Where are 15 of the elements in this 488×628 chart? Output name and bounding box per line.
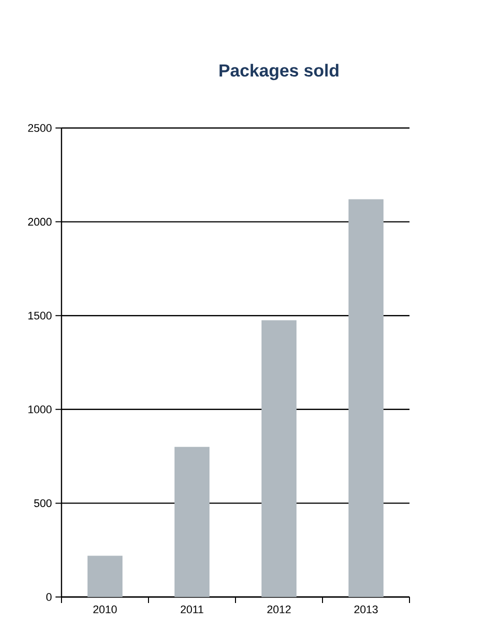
y-tick-label: 0	[46, 593, 52, 601]
bar	[174, 446, 210, 597]
y-tick-label: 500	[34, 499, 52, 508]
x-tick-label: 2013	[354, 606, 378, 614]
x-tick-label: 2010	[93, 606, 117, 614]
y-tick-label: 2000	[28, 218, 52, 226]
x-tick-label: 2012	[267, 606, 291, 614]
bar	[348, 199, 384, 597]
x-tick-label: 2011	[180, 606, 204, 614]
y-tick-label: 2500	[28, 124, 52, 132]
y-tick-label: 1500	[28, 312, 52, 320]
chart-title: Packages sold	[220, 64, 338, 80]
bar	[88, 556, 122, 597]
y-tick-label: 1000	[28, 406, 52, 414]
bar	[262, 320, 296, 597]
